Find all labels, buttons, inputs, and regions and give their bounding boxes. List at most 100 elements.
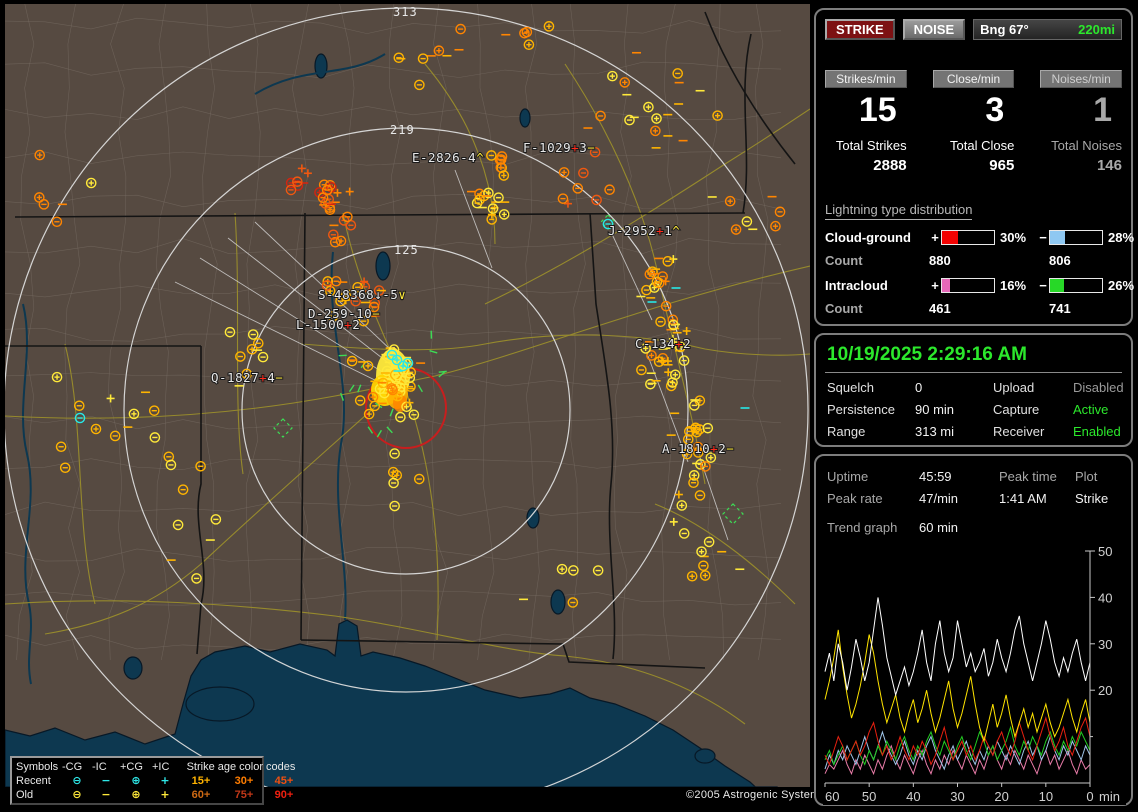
persistence-value: 90 min xyxy=(915,402,955,417)
strike-cg-neg-icon xyxy=(149,432,161,443)
strike-cg-neg-icon xyxy=(389,500,400,512)
storm-sector-markers xyxy=(273,214,744,525)
strike-cg-neg-icon xyxy=(59,462,71,474)
bearing-value: Bng 67° xyxy=(980,22,1029,37)
strike-cg-neg-icon xyxy=(388,477,399,489)
strike-cg-neg-icon xyxy=(165,459,177,471)
strike-cg-neg-icon xyxy=(694,490,706,501)
legend-age-code: 45+ xyxy=(274,775,294,787)
noise-tab-button[interactable]: NOISE xyxy=(902,19,966,40)
intracloud-label: Intracloud xyxy=(825,278,888,293)
strike-tab-button[interactable]: STRIKE xyxy=(825,19,895,40)
strike-cg-neg-icon xyxy=(702,422,714,434)
noises-per-min-value: 1 xyxy=(1093,91,1112,129)
legend-symbol-cg-neg-icon: ⊖ xyxy=(72,788,82,801)
strike-cg-neg-icon xyxy=(657,271,668,282)
strike-cg-pos-icon xyxy=(712,110,723,121)
strike-cg-neg-icon xyxy=(327,310,339,322)
strike-cg-neg-icon xyxy=(695,459,706,470)
strike-cg-neg-icon xyxy=(342,211,353,223)
upload-status: Disabled xyxy=(1073,380,1124,395)
strike-cg-neg-icon xyxy=(692,441,704,453)
strike-cg-pos-icon xyxy=(650,125,661,137)
trend-series-ic_minus xyxy=(824,725,1091,766)
strike-cg-neg-icon xyxy=(624,114,635,126)
strike-cg-pos-icon xyxy=(362,360,374,372)
strike-cg-pos-icon xyxy=(386,383,397,394)
strike-cg-neg-icon xyxy=(354,395,366,406)
range-ring-label: 125 xyxy=(394,243,419,257)
capture-label: Capture xyxy=(993,402,1040,417)
x-axis-tick-label: 60 xyxy=(825,789,839,804)
lightning-map: 313 219 125 E-2826-4^ F-1029+3− J-2952+1^ S-48… xyxy=(5,4,810,787)
legend-age-code: 90+ xyxy=(274,789,294,801)
uptime-row: Uptime 45:59 Peak time Plot xyxy=(823,469,1124,484)
strike-cg-neg-icon xyxy=(285,177,297,189)
strike-cg-neg-icon xyxy=(568,565,579,576)
storm-cell-label: L-1500+2 xyxy=(296,317,360,332)
strikes-per-min-label: Strikes/min xyxy=(825,70,907,88)
strike-cg-neg-icon xyxy=(651,276,663,288)
trend-graph-row: Trend graph 60 min xyxy=(823,520,1124,535)
strike-cg-pos-icon xyxy=(498,209,510,220)
storm-cell-labels: E-2826-4^ F-1029+3− J-2952+1^ S-48368↓-5∨ D-… xyxy=(210,139,735,457)
strike-cg-neg-icon xyxy=(668,319,679,331)
storm-track-vectors xyxy=(174,169,729,541)
strike-cg-neg-icon xyxy=(402,357,414,369)
plot-mode-value: Strike xyxy=(1075,491,1109,506)
strike-cg-neg-icon xyxy=(567,597,579,608)
strike-stats-panel: STRIKE NOISE Bng 67° 220mi Strikes/min 1… xyxy=(814,8,1134,326)
strike-cg-neg-icon xyxy=(591,194,602,206)
total-strikes-value: 2888 xyxy=(873,157,907,174)
strike-cg-neg-icon xyxy=(148,405,160,416)
strike-cg-pos-icon xyxy=(85,177,97,189)
strike-cg-neg-icon xyxy=(335,295,346,307)
ic-plus-pct: 16% xyxy=(1000,278,1027,293)
strike-cg-pos-icon xyxy=(51,371,63,383)
storm-cell-label: S-48368↓-5∨ xyxy=(318,287,406,302)
legend-symbol-cg-pos-icon: ⊕ xyxy=(131,788,141,801)
close-per-min-column: Close/min 3 Total Close 965 xyxy=(932,70,1015,174)
strike-cg-pos-icon xyxy=(498,170,510,181)
cg-minus-pct: 28% xyxy=(1108,230,1135,245)
strike-cg-pos-icon xyxy=(640,343,651,354)
strike-cg-pos-icon xyxy=(619,77,631,88)
strike-cg-neg-icon xyxy=(172,519,184,531)
strike-cg-neg-icon xyxy=(602,218,614,230)
strike-cg-neg-icon xyxy=(557,193,569,204)
y-axis-tick-label: 40 xyxy=(1098,590,1112,605)
cg-minus-count: 806 xyxy=(1049,253,1071,268)
strike-cg-neg-icon xyxy=(292,176,303,188)
strike-cg-pos-icon xyxy=(387,466,399,478)
legend-age-code: 60+ xyxy=(191,789,211,801)
strike-cg-neg-icon xyxy=(703,536,715,548)
ic-minus-count: 741 xyxy=(1049,301,1071,316)
range-value: 220mi xyxy=(1078,22,1115,37)
strike-cg-neg-icon xyxy=(689,400,700,411)
x-axis-tick-label: 0 xyxy=(1086,789,1093,804)
legend-symbol-cg-neg-icon: ⊖ xyxy=(72,774,82,787)
water-bodies xyxy=(5,53,778,787)
strike-cg-pos-icon xyxy=(543,21,555,32)
strike-cg-neg-icon xyxy=(210,514,222,525)
trend-series-cg_plus xyxy=(824,716,1091,766)
strike-cg-pos-icon xyxy=(730,224,742,235)
legend-symbol-ic-pos-icon: + xyxy=(160,774,170,787)
legend-col-cg-neg: -CG xyxy=(62,761,83,773)
strike-cg-pos-icon xyxy=(686,570,698,582)
storm-cell-label: C-134+2 xyxy=(635,336,691,351)
strike-cg-pos-icon xyxy=(483,187,494,199)
ic-minus-bar xyxy=(1049,278,1103,293)
strike-cg-neg-icon xyxy=(455,23,466,35)
x-axis-tick-label: 10 xyxy=(1039,789,1053,804)
strike-cg-neg-icon xyxy=(692,447,704,458)
strike-cg-neg-icon xyxy=(252,337,264,349)
strike-cg-pos-icon xyxy=(246,343,258,355)
strike-cg-neg-icon xyxy=(578,167,589,179)
plus-sign: + xyxy=(931,230,939,245)
status-trend-panel: Uptime 45:59 Peak time Plot Peak rate 47… xyxy=(814,454,1133,806)
close-per-min-value: 3 xyxy=(985,91,1005,129)
strike-cg-neg-icon xyxy=(417,53,429,64)
strike-cg-pos-icon xyxy=(90,423,102,435)
strike-cg-pos-icon xyxy=(241,368,253,380)
